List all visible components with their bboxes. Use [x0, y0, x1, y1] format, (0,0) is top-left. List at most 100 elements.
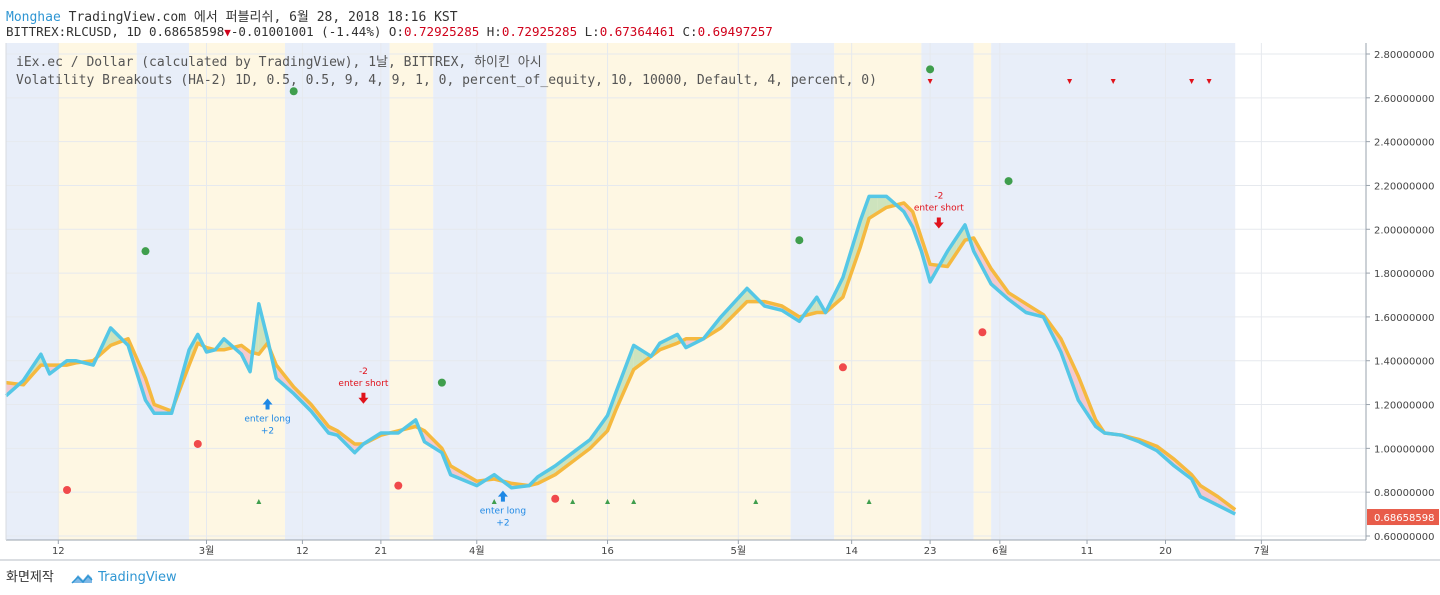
fill-bullish: [572, 446, 582, 462]
time-axis-label: 23: [924, 546, 937, 557]
small-up-marker-icon: [866, 499, 872, 504]
made-with-label: 화면제작: [6, 570, 54, 585]
green-signal-dot: [795, 236, 804, 245]
fill-bullish: [729, 297, 739, 320]
close-label: C:: [682, 24, 698, 39]
author-name[interactable]: Monghae: [6, 10, 61, 25]
small-up-marker-icon: [570, 499, 576, 504]
small-up-marker-icon: [753, 499, 759, 504]
fast-series-line: [4, 194, 1236, 516]
fill-bullish: [581, 439, 591, 455]
last-price-label: 0.68658598: [1374, 513, 1434, 524]
price-axis-label: 0.80000000: [1374, 488, 1434, 499]
price-axis-label: 1.40000000: [1374, 357, 1434, 368]
session-band-blue: [790, 43, 835, 540]
small-down-marker-icon: [1189, 79, 1195, 84]
time-axis-label: 11: [1081, 546, 1094, 557]
legend-indicator-line: Volatility Breakouts (HA-2) 1D, 0.5, 0.5…: [16, 73, 877, 88]
time-axis-label: 6월: [992, 545, 1008, 557]
symbol-info: BITTREX:RLCUSD, 1D 0.68658598▼-0.0100100…: [6, 24, 773, 39]
fill-bullish: [720, 307, 730, 328]
green-signal-dot: [437, 378, 446, 387]
small-up-marker-icon: [605, 499, 611, 504]
session-band-yellow: [389, 43, 434, 540]
small-down-marker-icon: [1067, 79, 1073, 84]
fill-bullish: [555, 459, 564, 475]
price-change: -0.01001001 (-1.44%): [230, 24, 382, 39]
low-value: 0.67364461: [599, 24, 675, 39]
trade-label-value: -2: [359, 367, 368, 377]
footer: 화면제작 TradingView: [6, 566, 177, 585]
open-label: O:: [388, 24, 404, 39]
small-down-marker-icon: [1110, 79, 1116, 84]
price-axis-label: 1.60000000: [1374, 313, 1434, 324]
red-signal-dot: [551, 494, 560, 503]
high-value: 0.72925285: [501, 24, 578, 39]
publish-info: TradingView.com 에서 퍼블리쉬, 6월 28, 2018 18:…: [68, 10, 458, 25]
price-axis-label: 2.80000000: [1374, 50, 1434, 61]
long-entry-arrow-icon: [262, 398, 273, 410]
time-axis-label: 21: [375, 546, 388, 557]
green-signal-dot: [289, 87, 298, 96]
high-label: H:: [486, 24, 502, 39]
trade-label-value: +2: [496, 519, 509, 529]
price-axis-label: 2.40000000: [1374, 138, 1434, 149]
time-axis-label: 16: [601, 546, 614, 557]
price-axis-label: 2.60000000: [1374, 94, 1434, 105]
price-axis[interactable]: [1366, 43, 1440, 540]
low-label: L:: [584, 24, 600, 39]
close-value: 0.69497257: [697, 24, 773, 39]
time-axis-label: 4월: [469, 545, 485, 557]
session-band-blue: [921, 43, 974, 540]
red-signal-dot: [838, 363, 847, 372]
session-band-blue: [6, 43, 59, 540]
price-axis-label: 1.20000000: [1374, 401, 1434, 412]
fill-bullish: [598, 415, 608, 440]
tradingview-brand[interactable]: TradingView: [70, 570, 177, 585]
trade-label-text: enter long: [244, 415, 290, 425]
last-price-tag: [1367, 509, 1439, 526]
green-signal-dot: [141, 247, 150, 256]
session-band-yellow: [189, 43, 285, 540]
time-axis-label: 12: [296, 546, 309, 557]
tradingview-brand-label: TradingView: [98, 570, 177, 585]
time-axis-label: 20: [1159, 546, 1172, 557]
session-band-blue: [991, 43, 1236, 540]
small-down-marker-icon: [927, 79, 933, 84]
session-band-blue: [136, 43, 190, 540]
small-up-marker-icon: [631, 499, 637, 504]
symbol-price: BITTREX:RLCUSD, 1D 0.68658598: [6, 24, 225, 39]
green-signal-dot: [1004, 177, 1013, 186]
red-signal-dot: [978, 328, 987, 337]
session-band-yellow: [58, 43, 137, 540]
price-axis-label: 0.60000000: [1374, 532, 1434, 543]
tradingview-logo-icon: [71, 573, 93, 584]
small-down-marker-icon: [1206, 79, 1212, 84]
price-axis-label: 2.00000000: [1374, 225, 1434, 236]
session-band-yellow: [546, 43, 791, 540]
red-signal-dot: [193, 439, 202, 448]
fill-bullish: [563, 452, 573, 469]
session-band-yellow: [973, 43, 992, 540]
time-axis-label: 12: [52, 546, 65, 557]
red-signal-dot: [63, 485, 72, 494]
time-axis-label: 14: [845, 546, 858, 557]
publish-header: Monghae TradingView.com 에서 퍼블리쉬, 6월 28, …: [6, 6, 458, 25]
fill-bullish: [738, 288, 748, 311]
trade-label-text: enter long: [480, 507, 526, 517]
red-signal-dot: [394, 481, 403, 490]
price-axis-label: 2.20000000: [1374, 181, 1434, 192]
fill-bullish: [947, 238, 957, 267]
time-axis-label: 5월: [731, 545, 747, 557]
short-entry-arrow-icon: [933, 217, 944, 229]
trade-label-value: +2: [261, 427, 274, 437]
small-up-marker-icon: [256, 499, 262, 504]
down-triangle-icon: ▼: [224, 26, 231, 39]
price-axis-label: 1.00000000: [1374, 444, 1434, 455]
time-axis-label: 7월: [1254, 545, 1270, 557]
fill-bullish: [624, 345, 634, 390]
trade-label-text: enter short: [914, 204, 964, 214]
session-band-blue: [284, 43, 390, 540]
session-band-yellow: [834, 43, 922, 540]
